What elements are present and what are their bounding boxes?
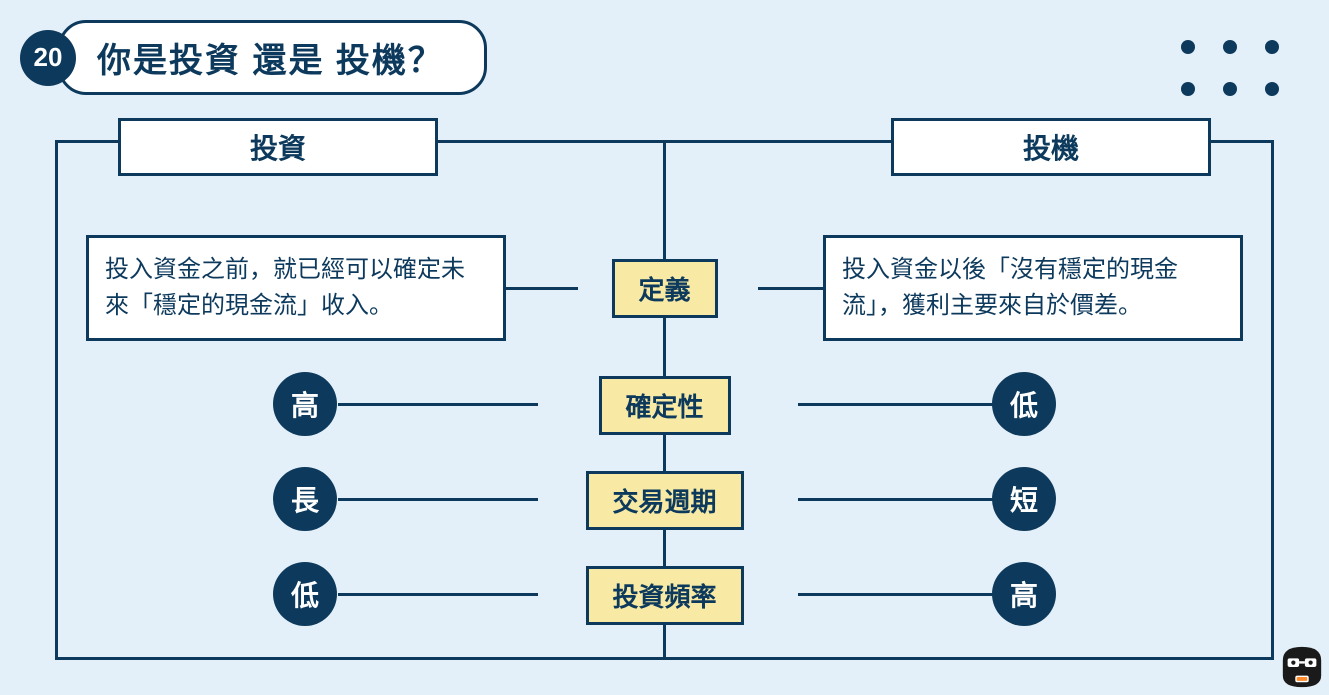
- decoration-dot-grid: [1181, 40, 1279, 96]
- row-period: 長 交易週期 短: [58, 465, 1271, 535]
- column-header-right: 投機: [891, 118, 1211, 176]
- row-definition: 投入資金之前，就已經可以確定未來「穩定的現金流」收入。 定義 投入資金以後「沒有…: [58, 240, 1271, 336]
- page-title: 你是投資 還是 投機？: [58, 20, 487, 95]
- frequency-left-circle: 低: [273, 562, 337, 626]
- row-label-certainty: 確定性: [598, 376, 730, 435]
- frequency-right-circle: 高: [992, 562, 1056, 626]
- row-certainty: 高 確定性 低: [58, 370, 1271, 440]
- column-header-left: 投資: [118, 118, 438, 176]
- header: 20 你是投資 還是 投機？: [20, 20, 487, 95]
- period-left-circle: 長: [273, 467, 337, 531]
- comparison-frame: 投資 投機 投入資金之前，就已經可以確定未來「穩定的現金流」收入。 定義 投入資…: [55, 140, 1274, 660]
- row-label-frequency: 投資頻率: [585, 566, 743, 625]
- mascot-icon: [1279, 643, 1325, 689]
- certainty-left-circle: 高: [273, 372, 337, 436]
- row-label-period: 交易週期: [585, 471, 743, 530]
- certainty-right-circle: 低: [992, 372, 1056, 436]
- slide-number-badge: 20: [20, 30, 76, 86]
- period-right-circle: 短: [992, 467, 1056, 531]
- row-frequency: 低 投資頻率 高: [58, 560, 1271, 630]
- definition-left: 投入資金之前，就已經可以確定未來「穩定的現金流」收入。: [86, 235, 506, 341]
- definition-right: 投入資金以後「沒有穩定的現金流」，獲利主要來自於價差。: [823, 235, 1243, 341]
- row-label-definition: 定義: [611, 259, 717, 318]
